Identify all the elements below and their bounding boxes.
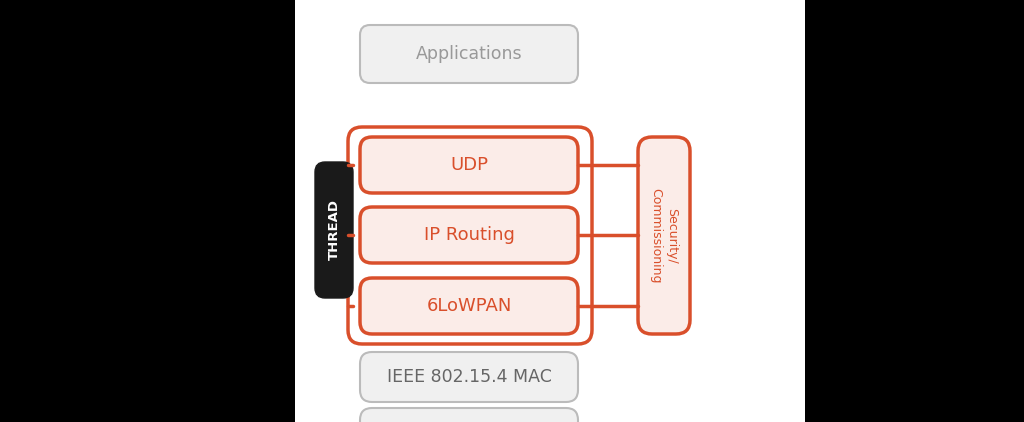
Text: IEEE 802.15.4 MAC: IEEE 802.15.4 MAC — [387, 368, 552, 386]
FancyBboxPatch shape — [638, 137, 690, 334]
Text: THREAD: THREAD — [328, 200, 341, 260]
FancyBboxPatch shape — [360, 408, 578, 422]
FancyBboxPatch shape — [315, 162, 353, 298]
Text: IP Routing: IP Routing — [424, 226, 514, 244]
Bar — [295, 0, 805, 422]
FancyBboxPatch shape — [360, 137, 578, 193]
FancyBboxPatch shape — [360, 352, 578, 402]
Text: 6LoWPAN: 6LoWPAN — [426, 297, 512, 315]
FancyBboxPatch shape — [360, 278, 578, 334]
FancyBboxPatch shape — [360, 25, 578, 83]
Text: UDP: UDP — [450, 156, 488, 174]
Text: Security/
Commissioning: Security/ Commissioning — [649, 188, 679, 283]
Text: Applications: Applications — [416, 45, 522, 63]
FancyBboxPatch shape — [360, 207, 578, 263]
